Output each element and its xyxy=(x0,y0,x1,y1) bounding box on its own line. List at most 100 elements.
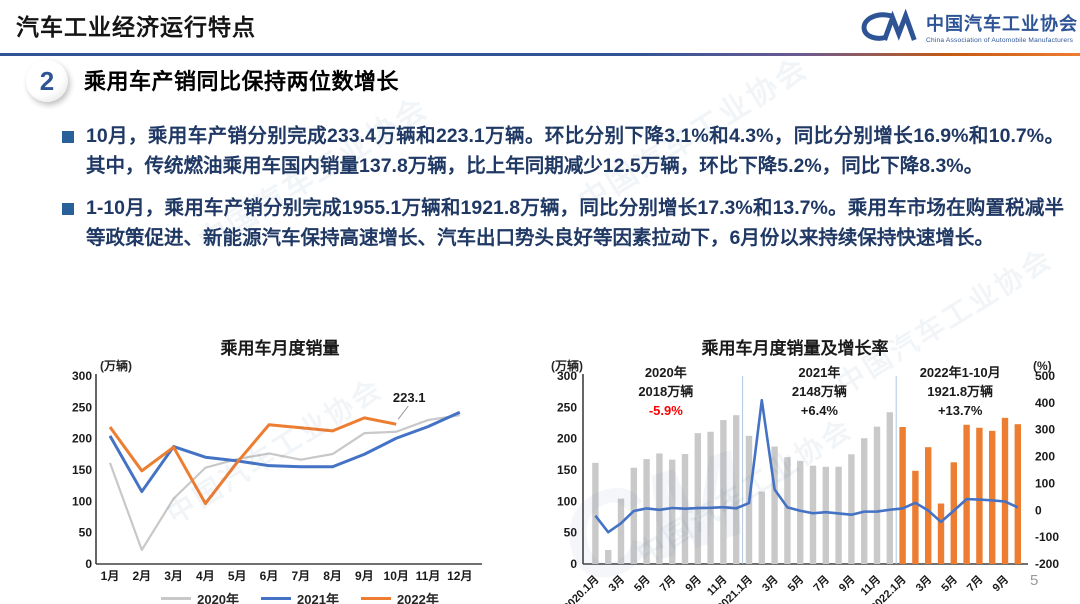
logo-name-en: China Association of Automobile Manufact… xyxy=(926,37,1074,44)
bar-2022年 xyxy=(963,424,970,564)
svg-text:6月: 6月 xyxy=(260,569,279,583)
bar-2021年 xyxy=(822,466,829,564)
legend-swatch xyxy=(261,597,292,600)
legend-item-2022年: 2022年 xyxy=(360,589,439,604)
bar-2020年 xyxy=(669,459,676,564)
bar-2022年 xyxy=(989,430,996,564)
bar-2022年 xyxy=(976,427,983,564)
svg-text:(%): (%) xyxy=(1033,359,1052,373)
bar-2020年 xyxy=(605,549,612,564)
bar-2020年 xyxy=(592,462,599,564)
bar-2020年 xyxy=(617,498,625,564)
svg-text:250: 250 xyxy=(72,400,92,414)
legend-item-2020年: 2020年 xyxy=(161,589,239,604)
bullet-item: 10月，乘用车产销分别完成233.4万辆和223.1万辆。环比分别下降3.1%和… xyxy=(62,122,1064,181)
caam-logo: 中国汽车工业协会 China Association of Automobile… xyxy=(856,8,1078,46)
growth-rate-line xyxy=(594,398,1019,534)
svg-text:3月: 3月 xyxy=(759,573,780,594)
series-line-2022年 xyxy=(108,416,397,506)
bar-2022年 xyxy=(925,447,932,564)
page-title: 汽车工业经济运行特点 xyxy=(16,14,256,40)
bar-2021年 xyxy=(784,457,791,564)
bar-2022年 xyxy=(1001,417,1009,564)
svg-text:0: 0 xyxy=(85,557,92,571)
bar-2022年 xyxy=(899,427,906,564)
svg-text:7月: 7月 xyxy=(657,573,678,594)
year-annotation: 2020年 2018万辆 -5.9% xyxy=(638,365,694,418)
svg-text:12月: 12月 xyxy=(447,569,472,583)
svg-text:300: 300 xyxy=(72,369,92,383)
bar-2022年 xyxy=(1014,424,1021,564)
svg-text:11月: 11月 xyxy=(416,569,441,583)
svg-text:4月: 4月 xyxy=(196,569,215,583)
bar-2022年 xyxy=(912,470,919,564)
svg-text:9月: 9月 xyxy=(355,569,374,583)
svg-text:100: 100 xyxy=(557,494,577,508)
svg-text:(万辆): (万辆) xyxy=(100,358,132,373)
chart-monthly-sales: 乘用车月度销量 (万辆) 0 50 100 150 200 250 300 1月 2月 3月 4月 5月… xyxy=(70,334,530,604)
bar-2021年 xyxy=(873,426,881,564)
header-divider xyxy=(0,53,1080,56)
bar-2021年 xyxy=(771,446,778,564)
bar-2021年 xyxy=(809,465,817,564)
svg-text:200: 200 xyxy=(72,432,92,446)
svg-text:50: 50 xyxy=(79,526,93,540)
chart-left-plot: (万辆) 0 50 100 150 200 250 300 1月 2月 3月 4月 5月 6月 7月 8月 9月… xyxy=(72,358,482,583)
svg-text:-100: -100 xyxy=(1035,530,1059,544)
bullet-item: 1-10月，乘用车产销分别完成1955.1万辆和1921.8万辆，同比分别增长1… xyxy=(62,194,1064,253)
bar-2021年 xyxy=(797,460,804,564)
section-title: 乘用车产销同比保持两位数增长 xyxy=(84,69,400,94)
svg-text:150: 150 xyxy=(557,463,577,477)
series-line-2020年 xyxy=(108,414,460,552)
page-number: 5 xyxy=(1030,572,1039,589)
bullet-square-icon xyxy=(62,131,74,143)
legend-item-2021年: 2021年 xyxy=(261,589,339,604)
chart-sales-and-growth: 乘用车月度销量及增长率 (万辆) (%) 300 250 200 150 100 50 0 500… xyxy=(535,334,1080,604)
bar-2021年 xyxy=(886,412,893,564)
svg-text:150: 150 xyxy=(72,463,92,477)
legend-swatch xyxy=(161,597,192,600)
bar-2021年 xyxy=(861,438,868,564)
bullet-list: 10月，乘用车产销分别完成233.4万辆和223.1万辆。环比分别下降3.1%和… xyxy=(62,122,1064,267)
chart-left-legend: 2020年 2021年 2022年 xyxy=(70,589,530,604)
svg-text:5月: 5月 xyxy=(631,573,652,594)
bullet-text: 1-10月，乘用车产销分别完成1955.1万辆和1921.8万辆，同比分别增长1… xyxy=(86,197,1064,249)
svg-text:200: 200 xyxy=(557,432,577,446)
caam-logo-mark xyxy=(861,8,917,41)
bar-2021年 xyxy=(848,454,855,564)
svg-text:7月: 7月 xyxy=(964,573,985,594)
bar-2021年 xyxy=(835,466,842,564)
data-label: 223.1 xyxy=(393,390,426,405)
svg-text:100: 100 xyxy=(72,494,92,508)
bullet-text: 10月，乘用车产销分别完成233.4万辆和223.1万辆。环比分别下降3.1%和… xyxy=(86,125,1064,177)
bar-2020年 xyxy=(720,420,727,564)
svg-text:0: 0 xyxy=(1035,503,1042,517)
svg-text:7月: 7月 xyxy=(811,573,832,594)
bar-2020年 xyxy=(733,415,740,564)
svg-text:5月: 5月 xyxy=(939,573,960,594)
svg-text:400: 400 xyxy=(1035,396,1055,410)
svg-text:100: 100 xyxy=(1035,476,1055,490)
bar-2020年 xyxy=(630,467,637,564)
legend-label: 2020年 xyxy=(197,592,240,604)
section-number-badge: 2 xyxy=(26,60,68,102)
bar-2020年 xyxy=(694,433,701,564)
svg-text:7月: 7月 xyxy=(291,569,310,583)
svg-text:5月: 5月 xyxy=(228,569,247,583)
svg-text:250: 250 xyxy=(557,400,577,414)
svg-text:9月: 9月 xyxy=(683,573,704,594)
svg-text:5月: 5月 xyxy=(785,573,806,594)
svg-text:300: 300 xyxy=(557,369,577,383)
svg-text:8月: 8月 xyxy=(323,569,342,583)
svg-text:9月: 9月 xyxy=(836,573,857,594)
svg-text:50: 50 xyxy=(564,526,578,540)
svg-text:10月: 10月 xyxy=(384,569,409,583)
year-annotation: 2022年1-10月 1921.8万辆 +13.7% xyxy=(919,365,1001,418)
svg-text:1月: 1月 xyxy=(101,569,120,583)
svg-text:-200: -200 xyxy=(1035,557,1059,571)
svg-text:200: 200 xyxy=(1035,450,1055,464)
bar-2020年 xyxy=(707,431,714,564)
logo-name-cn: 中国汽车工业协会 xyxy=(926,14,1078,34)
svg-text:300: 300 xyxy=(1035,423,1055,437)
